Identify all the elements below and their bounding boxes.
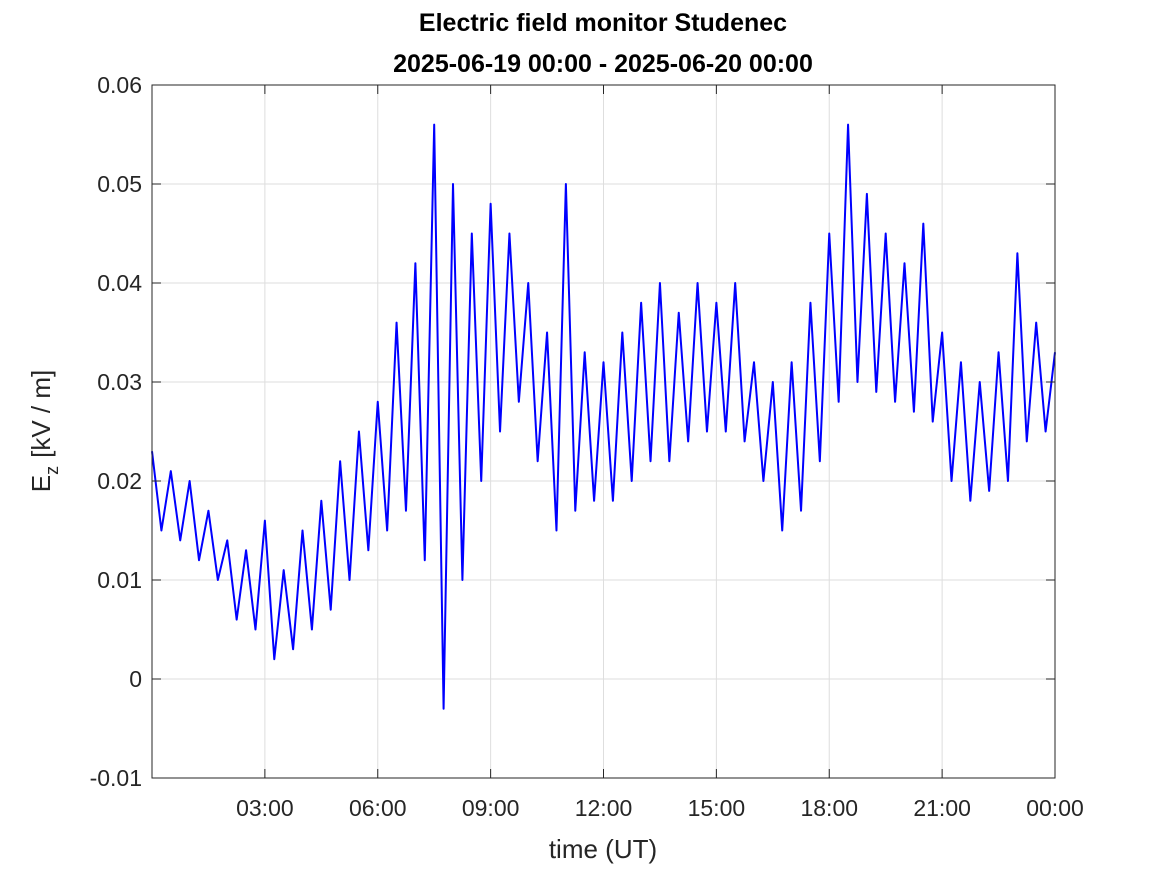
axes: -0.01 0 0.01 0.02 0.03 0.04 0.05 0.06 03:00 06:00… — [90, 72, 1084, 821]
plot — [151, 123, 1056, 710]
x-tick-label: 21:00 — [913, 795, 971, 821]
x-tick-label: 03:00 — [236, 795, 294, 821]
y-label-unit: [kV / m] — [26, 370, 56, 458]
y-label-symbol: E — [26, 475, 56, 492]
chart-subtitle: 2025-06-19 00:00 - 2025-06-20 00:00 — [393, 50, 813, 78]
x-tick-label: 12:00 — [575, 795, 633, 821]
chart-title: Electric field monitor Studenec — [419, 9, 787, 37]
y-tick-label: 0.04 — [97, 270, 142, 296]
y-tick-label: 0 — [129, 666, 142, 692]
axes-box — [151, 84, 1056, 779]
y-label-subscript: z — [42, 466, 62, 475]
y-tick-label: 0.02 — [97, 468, 142, 494]
y-tick-label: 0.03 — [97, 369, 142, 395]
x-axis-label: time (UT) — [549, 834, 657, 864]
data-line — [151, 123, 1056, 710]
y-tick-label: 0.05 — [97, 171, 142, 197]
x-tick-label: 06:00 — [349, 795, 407, 821]
x-tick-label: 15:00 — [688, 795, 746, 821]
y-tick-label: 0.01 — [97, 567, 142, 593]
y-axis-label: Ez [kV / m] — [26, 370, 62, 492]
x-tick-label: 18:00 — [800, 795, 858, 821]
x-tick-label: 00:00 — [1026, 795, 1084, 821]
y-tick-label: 0.06 — [97, 72, 142, 98]
x-tick-label: 09:00 — [462, 795, 520, 821]
y-tick-label: -0.01 — [90, 765, 142, 791]
